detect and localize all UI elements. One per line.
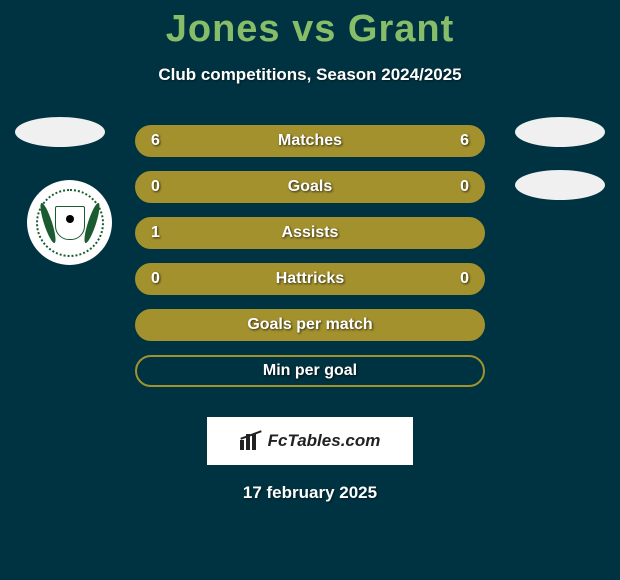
stat-left-value: 0 [151, 270, 160, 288]
date-label: 17 february 2025 [0, 483, 620, 503]
stat-bar-goals-per-match: Goals per match [135, 309, 485, 341]
stat-left-value: 0 [151, 178, 160, 196]
subtitle: Club competitions, Season 2024/2025 [0, 65, 620, 85]
player-right-placeholder-1 [515, 117, 605, 147]
stat-label: Goals [288, 178, 332, 196]
branding-badge: FcTables.com [207, 417, 413, 465]
stat-label: Assists [282, 224, 339, 242]
stat-bar-min-per-goal: Min per goal [135, 355, 485, 387]
player-left-placeholder-1 [15, 117, 105, 147]
main-content: 6 Matches 6 0 Goals 0 1 Assists 0 Hattri… [0, 125, 620, 503]
stat-bars: 6 Matches 6 0 Goals 0 1 Assists 0 Hattri… [135, 125, 485, 387]
stat-label: Hattricks [276, 270, 344, 288]
stat-label: Matches [278, 132, 342, 150]
stat-right-value: 0 [460, 178, 469, 196]
stat-left-value: 1 [151, 224, 160, 242]
club-logo [27, 180, 112, 265]
stat-label: Goals per match [247, 316, 372, 334]
branding-text: FcTables.com [268, 431, 381, 451]
stat-label: Min per goal [263, 362, 357, 380]
page-title: Jones vs Grant [0, 0, 620, 51]
stat-bar-goals: 0 Goals 0 [135, 171, 485, 203]
stat-bar-hattricks: 0 Hattricks 0 [135, 263, 485, 295]
stat-bar-assists: 1 Assists [135, 217, 485, 249]
stat-right-value: 6 [460, 132, 469, 150]
stat-bar-matches: 6 Matches 6 [135, 125, 485, 157]
fctables-icon [240, 432, 262, 450]
stat-right-value: 0 [460, 270, 469, 288]
stat-left-value: 6 [151, 132, 160, 150]
player-right-placeholder-2 [515, 170, 605, 200]
